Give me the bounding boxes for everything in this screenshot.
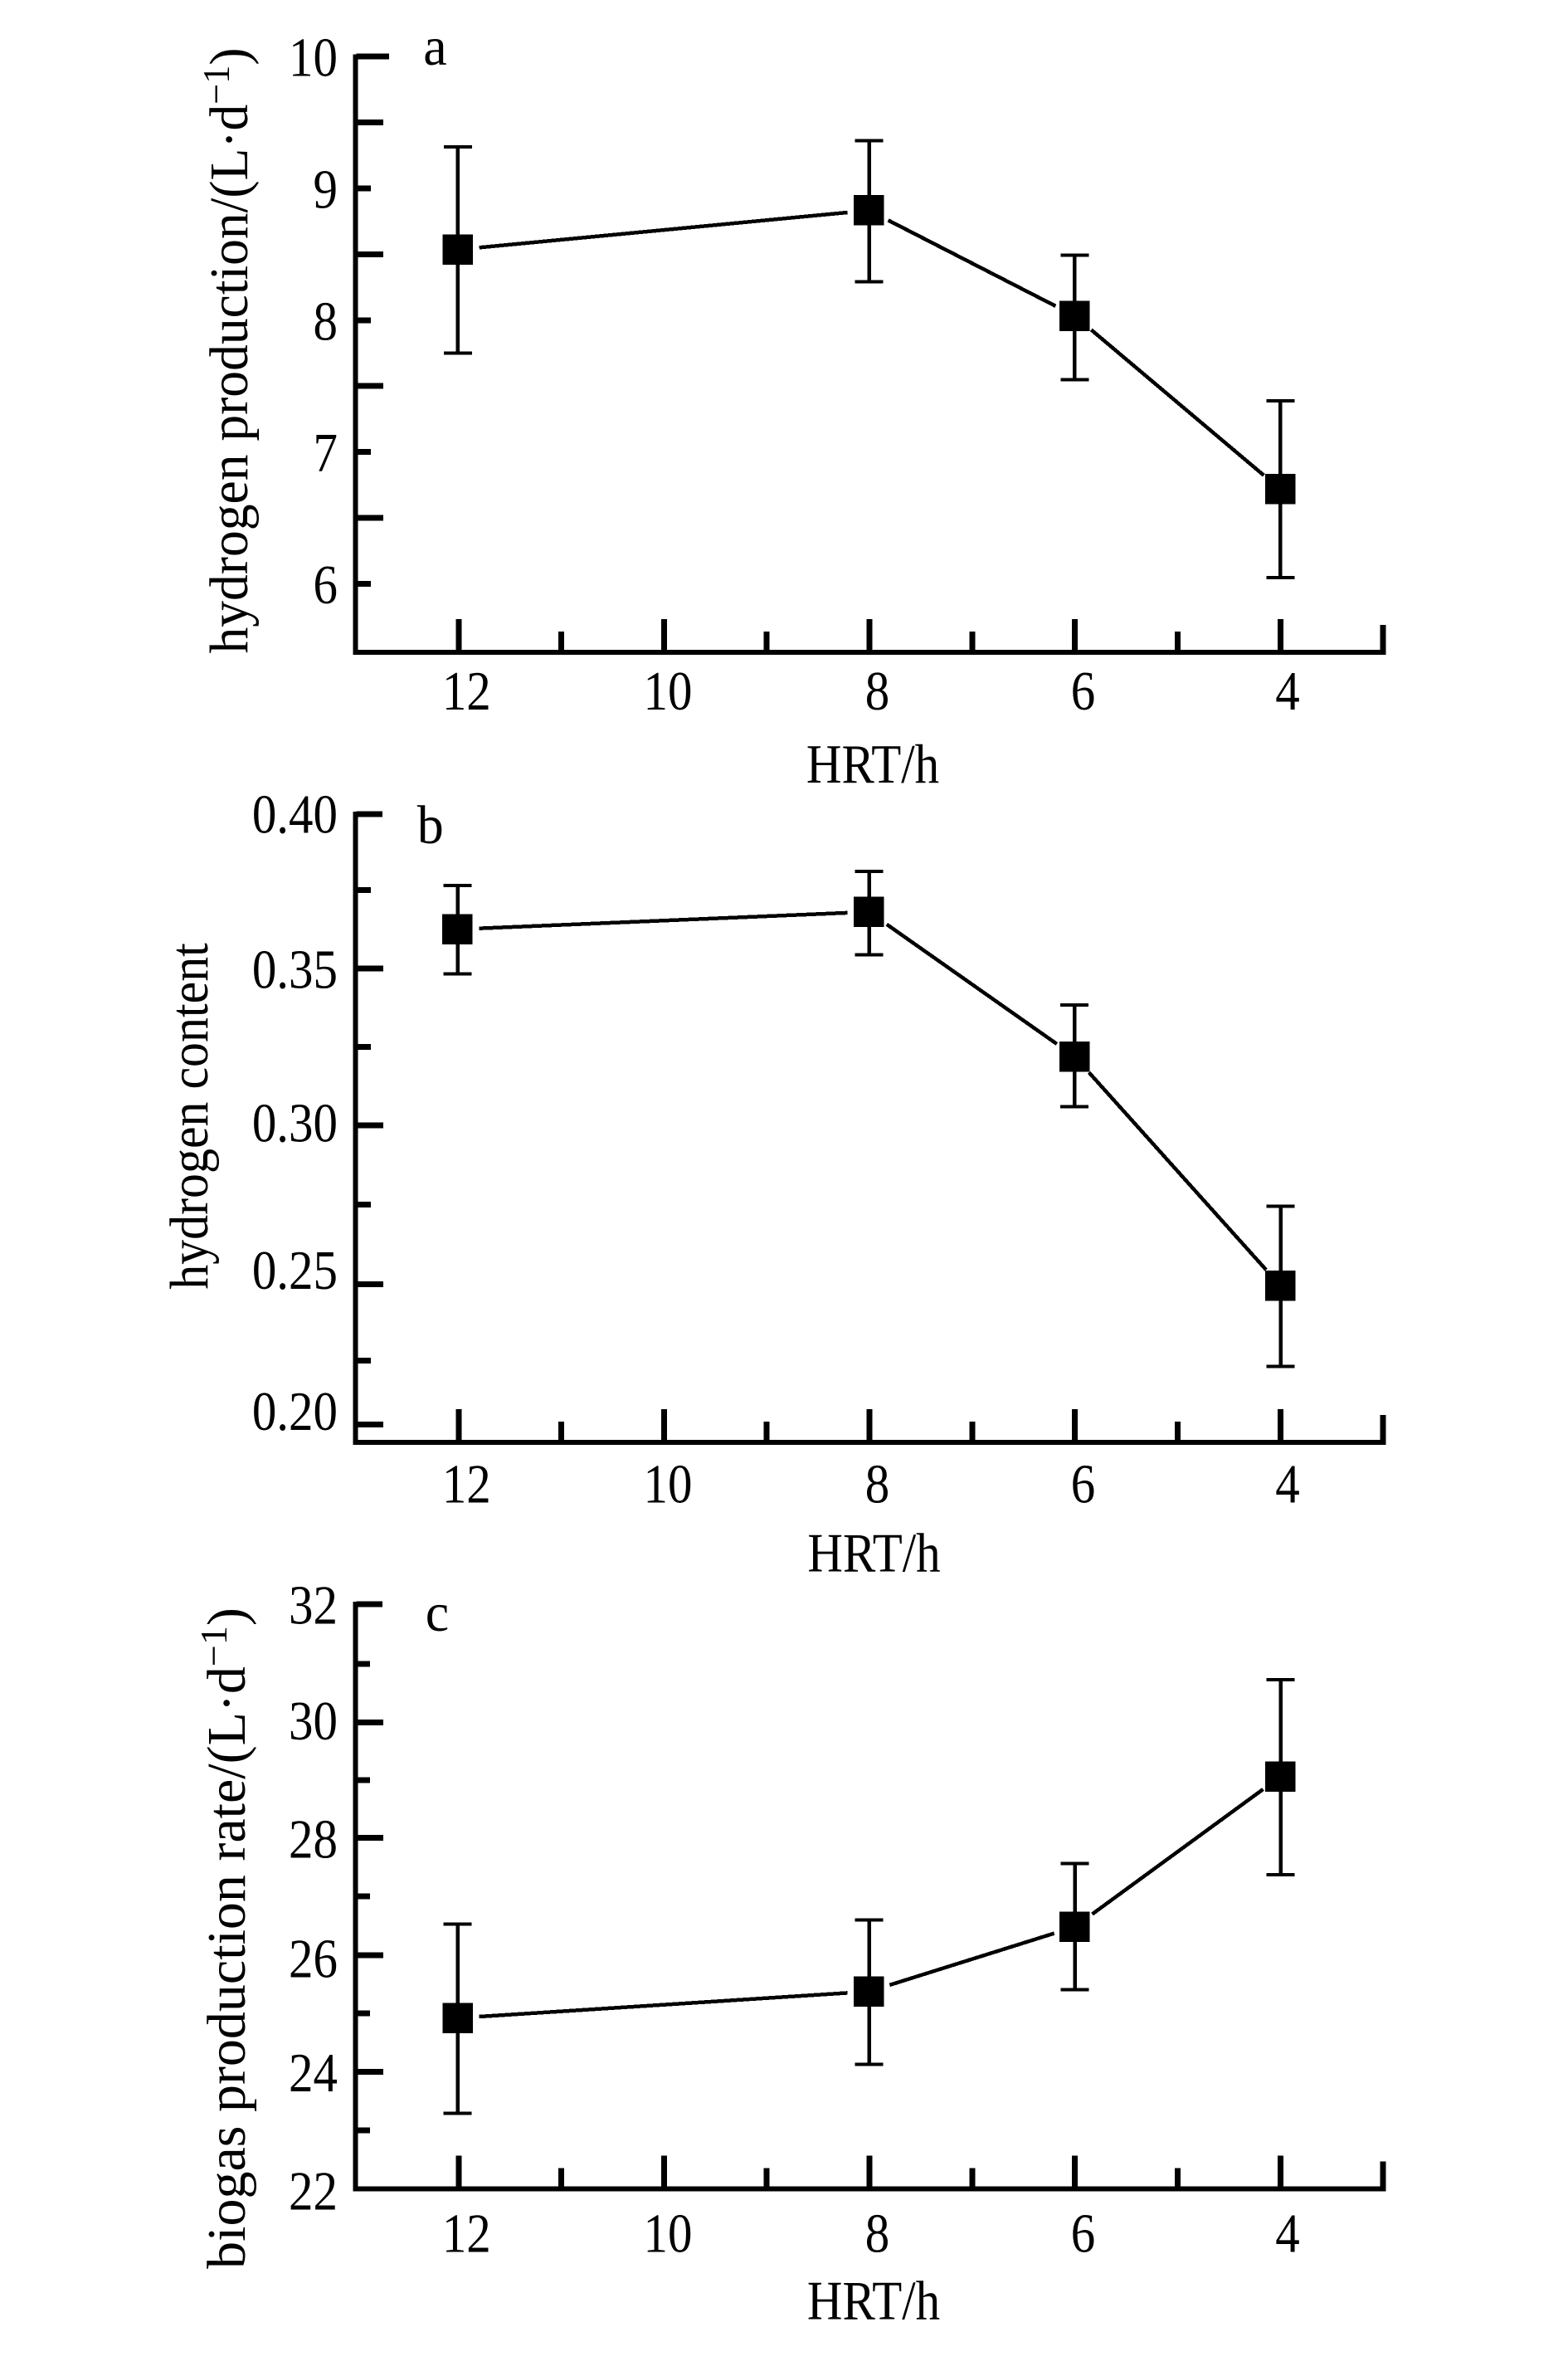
svg-text:26: 26 xyxy=(289,1928,338,1989)
svg-text:6: 6 xyxy=(1071,1453,1095,1515)
svg-text:6: 6 xyxy=(314,554,338,616)
svg-text:b: b xyxy=(417,795,444,856)
svg-text:0.30: 0.30 xyxy=(252,1092,338,1154)
svg-text:HRT/h: HRT/h xyxy=(806,734,939,795)
svg-text:c: c xyxy=(426,1583,449,1643)
svg-text:8: 8 xyxy=(865,661,889,722)
svg-text:8: 8 xyxy=(314,290,338,352)
svg-text:10: 10 xyxy=(289,27,338,88)
svg-text:10: 10 xyxy=(644,661,693,722)
svg-text:10: 10 xyxy=(644,2203,693,2264)
svg-text:HRT/h: HRT/h xyxy=(807,1522,940,1583)
svg-text:9: 9 xyxy=(314,159,338,220)
svg-text:hydrogen content: hydrogen content xyxy=(158,943,219,1290)
svg-text:24: 24 xyxy=(289,2042,338,2104)
svg-text:0.25: 0.25 xyxy=(252,1240,338,1301)
svg-text:32: 32 xyxy=(289,1574,338,1636)
svg-text:28: 28 xyxy=(289,1808,338,1870)
svg-text:8: 8 xyxy=(865,2203,889,2264)
svg-text:8: 8 xyxy=(865,1453,889,1515)
svg-text:30: 30 xyxy=(289,1690,338,1751)
svg-text:12: 12 xyxy=(442,661,491,722)
svg-text:0.35: 0.35 xyxy=(252,939,338,1000)
svg-text:biogas production rate/(L·d−1): biogas production rate/(L·d−1) xyxy=(192,1607,257,2269)
svg-text:12: 12 xyxy=(442,1453,491,1515)
svg-text:hydrogen production/(L·d−1): hydrogen production/(L·d−1) xyxy=(195,47,260,653)
svg-text:10: 10 xyxy=(644,1453,693,1515)
svg-text:22: 22 xyxy=(289,2160,338,2222)
svg-text:HRT/h: HRT/h xyxy=(807,2270,940,2331)
svg-text:4: 4 xyxy=(1275,661,1299,722)
svg-text:6: 6 xyxy=(1071,2203,1095,2264)
svg-text:4: 4 xyxy=(1275,2203,1299,2264)
svg-text:12: 12 xyxy=(442,2203,491,2264)
svg-text:0.40: 0.40 xyxy=(252,783,338,845)
svg-text:7: 7 xyxy=(314,422,338,484)
svg-text:a: a xyxy=(423,17,446,77)
svg-text:4: 4 xyxy=(1275,1453,1299,1515)
svg-text:6: 6 xyxy=(1071,661,1095,722)
svg-text:0.20: 0.20 xyxy=(252,1380,338,1442)
